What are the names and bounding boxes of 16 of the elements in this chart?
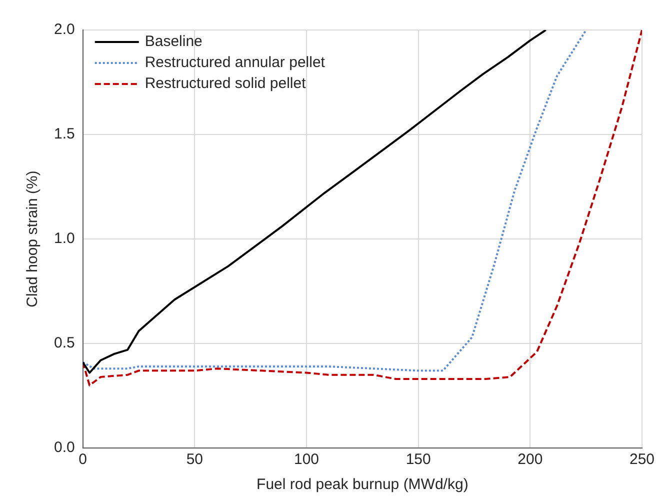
x-tick-label: 150 bbox=[406, 451, 431, 468]
x-tick-label: 250 bbox=[629, 451, 655, 468]
legend-label: Restructured annular pellet bbox=[144, 54, 326, 72]
y-tick-label: 1.0 bbox=[54, 230, 75, 248]
y-tick-label: 2.0 bbox=[54, 21, 75, 38]
legend-label: Restructured solid pellet bbox=[144, 75, 307, 92]
y-tick-label: 1.5 bbox=[54, 126, 75, 143]
legend-label: Baseline bbox=[144, 33, 202, 50]
x-tick-label: 100 bbox=[294, 451, 320, 468]
x-tick-label: 50 bbox=[186, 451, 204, 468]
x-tick-label: 0 bbox=[78, 451, 88, 468]
y-tick-label: 0.0 bbox=[54, 439, 75, 456]
y-axis-title: Clad hoop strain (%) bbox=[24, 170, 42, 308]
y-tick-label: 0.5 bbox=[54, 334, 75, 352]
x-tick-label: 200 bbox=[518, 451, 543, 468]
x-axis-title: Fuel rod peak burnup (MWd/kg) bbox=[256, 476, 468, 494]
